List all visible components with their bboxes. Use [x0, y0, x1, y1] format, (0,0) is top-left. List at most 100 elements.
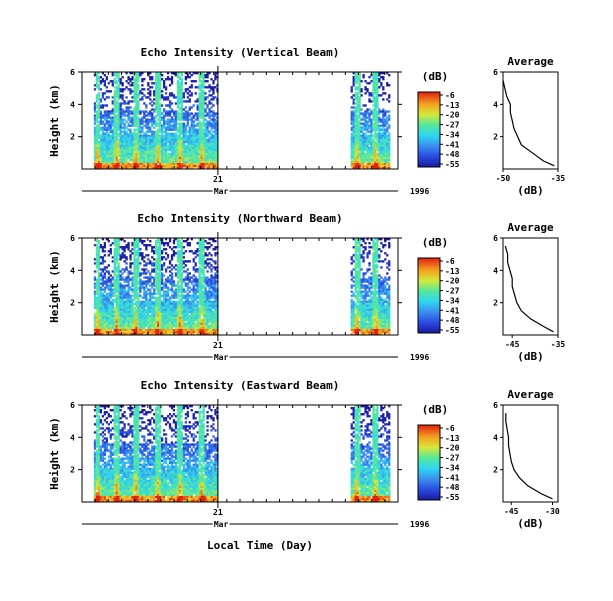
heatmap-cell [99, 290, 103, 293]
heatmap-cell [380, 136, 383, 139]
heatmap-cell [145, 162, 148, 166]
heatmap-cell [137, 140, 140, 144]
heatmap-cell [180, 266, 184, 269]
heatmap-cell [194, 324, 197, 328]
heatmap-cell [164, 78, 168, 81]
heatmap-cell [131, 310, 134, 314]
heatmap-cell [176, 106, 180, 109]
heatmap-cell [362, 154, 365, 158]
heatmap-cell [147, 114, 150, 117]
heatmap-cell [159, 164, 162, 168]
heatmap-cell [151, 132, 154, 135]
heatmap-cell [97, 146, 101, 150]
heatmap-cell [166, 78, 170, 81]
heatmap-cell [115, 300, 118, 303]
heatmap-cell [204, 122, 207, 125]
heatmap-cell [162, 248, 166, 251]
heatmap-cell [206, 160, 209, 164]
heatmap-cell [174, 132, 178, 135]
heatmap-cell [168, 110, 172, 113]
heatmap-cell [155, 268, 158, 271]
heatmap-cell [101, 298, 105, 301]
heatmap-cell [352, 102, 355, 105]
heatmap-cell [131, 118, 134, 121]
heatmap-cell [376, 102, 379, 105]
heatmap-cell [99, 322, 103, 326]
heatmap-cell [157, 90, 160, 93]
heatmap-cell [176, 162, 180, 166]
heatmap-cell [378, 152, 381, 156]
heatmap-cell [137, 324, 140, 328]
heatmap-cell [174, 330, 178, 334]
heatmap-cell [127, 76, 130, 79]
heatmap-cell [133, 100, 136, 103]
heatmap-cell [157, 76, 160, 79]
heatmap-cell [157, 110, 160, 113]
heatmap-cell [168, 316, 172, 320]
heatmap-cell [115, 120, 118, 123]
heatmap-cell [101, 276, 105, 279]
heatmap-cell [386, 130, 389, 133]
heatmap-cell [188, 144, 191, 148]
heatmap-cell [93, 284, 97, 287]
heatmap-cell [378, 154, 381, 158]
heatmap-cell [125, 142, 128, 146]
heatmap-cell [121, 320, 124, 324]
heatmap-cell [376, 126, 379, 129]
heatmap-cell [97, 246, 101, 249]
heatmap-cell [103, 98, 106, 101]
heatmap-cell [178, 258, 182, 261]
heatmap-cell [117, 266, 120, 269]
heatmap-cell [184, 152, 187, 156]
heatmap-cell [153, 158, 156, 162]
heatmap-cell [119, 138, 122, 142]
heatmap-cell [129, 308, 132, 312]
heatmap-cell [180, 298, 184, 301]
heatmap-cell [117, 94, 120, 97]
heatmap-cell [135, 242, 138, 245]
heatmap-cell [119, 122, 122, 125]
heatmap-cell [214, 118, 217, 121]
heatmap-cell [129, 118, 132, 121]
heatmap-cell [212, 118, 215, 121]
heatmap-cell [117, 242, 120, 245]
heatmap-cell [174, 122, 178, 125]
heatmap-cell [180, 94, 184, 97]
heatmap-cell [95, 162, 99, 166]
heatmap-cell [153, 90, 156, 93]
heatmap-cell [184, 150, 187, 154]
heatmap-cell [202, 90, 205, 93]
heatmap-cell [200, 238, 203, 241]
heatmap-cell [354, 140, 357, 144]
heatmap-cell [170, 158, 174, 162]
heatmap-cell [202, 98, 205, 101]
heatmap-cell [192, 104, 195, 107]
heatmap-cell [147, 82, 150, 85]
heatmap-cell [151, 156, 154, 160]
heatmap-cell [101, 280, 105, 283]
heatmap-cell [155, 332, 158, 336]
heatmap-cell [93, 304, 97, 308]
heatmap-cell [139, 134, 142, 137]
heatmap-cell [174, 294, 178, 297]
heatmap-cell [123, 164, 126, 168]
heatmap-cell [352, 134, 355, 137]
heatmap-cell [141, 272, 144, 275]
heatmap-cell [145, 152, 148, 156]
heatmap-cell [101, 144, 105, 148]
heatmap-cell [368, 138, 371, 142]
heatmap-cell [119, 162, 122, 166]
heatmap-cell [388, 96, 391, 99]
heatmap-cell [123, 146, 126, 150]
heatmap-cell [121, 332, 124, 336]
heatmap-cell [190, 86, 193, 89]
heatmap-cell [384, 124, 387, 127]
heatmap-cell [137, 118, 140, 121]
heatmap-cell [196, 320, 199, 324]
heatmap-cell [141, 96, 144, 99]
heatmap-cell [202, 92, 205, 95]
heatmap-cell [188, 158, 191, 162]
colorbar-tick-label: -48 [445, 150, 460, 159]
heatmap-cell [121, 150, 124, 154]
heatmap-cell [162, 262, 166, 265]
